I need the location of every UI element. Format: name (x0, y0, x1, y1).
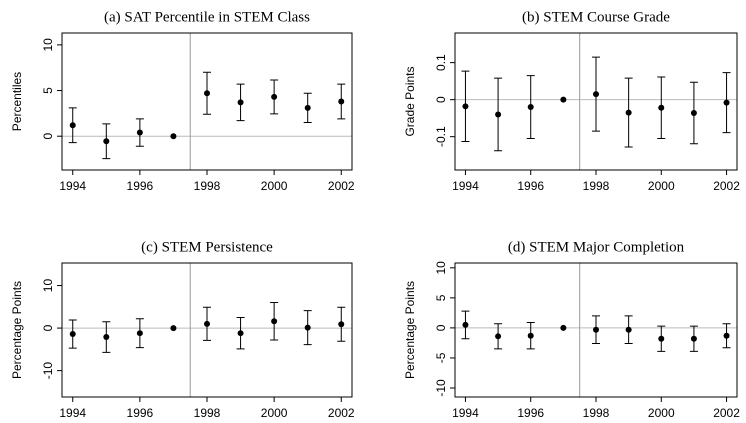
y-axis-label: Percentage Points (403, 281, 417, 379)
point (237, 99, 244, 106)
point (462, 321, 469, 328)
point (103, 334, 110, 341)
point (304, 324, 311, 331)
point (690, 335, 697, 342)
point (560, 96, 567, 103)
y-tick-label: -10 (434, 379, 448, 397)
x-tick-label: 1994 (452, 179, 479, 193)
x-tick-label: 1996 (127, 406, 154, 420)
x-tick-label: 2000 (261, 406, 288, 420)
point (723, 99, 730, 106)
panel-title: (c) STEM Persistence (141, 239, 273, 255)
point (527, 104, 534, 111)
y-tick-label: 0 (41, 133, 55, 140)
point (495, 333, 502, 340)
panel-title: (b) STEM Course Grade (522, 9, 670, 25)
y-axis-label: Grade Points (403, 66, 417, 136)
x-tick-label: 1998 (194, 406, 221, 420)
y-tick-label: 10 (434, 261, 448, 275)
y-tick-label: -10 (41, 362, 55, 380)
point (527, 332, 534, 339)
y-tick-label: -5 (434, 352, 448, 363)
x-tick-label: 2000 (261, 179, 288, 193)
point (304, 104, 311, 111)
panel-title: (a) SAT Percentile in STEM Class (104, 9, 310, 25)
x-tick-label: 2002 (713, 179, 740, 193)
x-tick-label: 1998 (194, 179, 221, 193)
point (338, 321, 345, 328)
point (495, 111, 502, 118)
point (690, 109, 697, 116)
x-tick-label: 2002 (328, 179, 355, 193)
point (136, 330, 143, 337)
x-tick-label: 1996 (127, 179, 154, 193)
point (69, 331, 76, 338)
y-tick-label: -0.1 (434, 126, 448, 147)
y-tick-label: 10 (41, 38, 55, 52)
x-tick-label: 2000 (648, 179, 675, 193)
point (625, 326, 632, 333)
point (237, 330, 244, 337)
point (204, 90, 210, 97)
point (658, 104, 665, 111)
y-tick-label: 5 (434, 294, 448, 301)
y-tick-label: 0 (434, 324, 448, 331)
point (103, 138, 110, 145)
panel-title: (d) STEM Major Completion (508, 239, 685, 255)
x-tick-label: 2002 (328, 406, 355, 420)
point (271, 93, 278, 100)
x-tick-label: 1994 (452, 406, 479, 420)
point (593, 91, 599, 98)
point (723, 332, 730, 339)
point (170, 133, 177, 140)
x-tick-label: 1998 (583, 179, 610, 193)
point (271, 318, 278, 325)
point (462, 103, 469, 110)
y-tick-label: 0 (434, 96, 448, 103)
x-tick-label: 1994 (59, 179, 86, 193)
x-tick-label: 1994 (59, 406, 86, 420)
x-tick-label: 1998 (583, 406, 610, 420)
point (625, 109, 632, 116)
point (136, 129, 143, 136)
point (593, 326, 599, 333)
x-tick-label: 2002 (713, 406, 740, 420)
point (560, 324, 567, 331)
point (338, 98, 345, 105)
x-tick-label: 2000 (648, 406, 675, 420)
point (69, 122, 76, 129)
point (204, 320, 210, 327)
y-tick-label: 5 (41, 87, 55, 94)
x-tick-label: 1996 (517, 406, 544, 420)
y-tick-label: 0.1 (434, 54, 448, 71)
y-axis-label: Percentage Points (10, 281, 24, 379)
y-tick-label: 0 (41, 324, 55, 331)
y-axis-label: Percentiles (10, 72, 24, 131)
point (170, 325, 177, 332)
point (658, 335, 665, 342)
y-tick-label: 10 (41, 279, 55, 293)
x-tick-label: 1996 (517, 179, 544, 193)
